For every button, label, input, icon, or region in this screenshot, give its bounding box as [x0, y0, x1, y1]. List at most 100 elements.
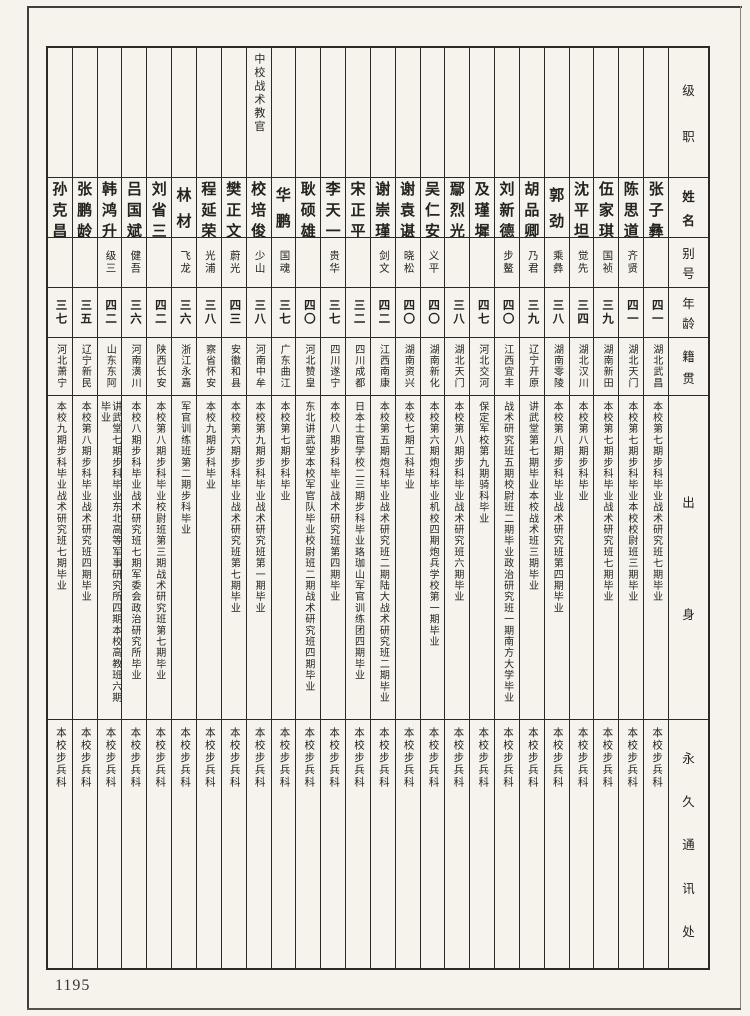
native-place-cell: 河南潢川 [122, 338, 147, 396]
alias-cell: 光浦 [196, 238, 221, 288]
origin-cell: 本校第八期步科毕业战术研究班第四期毕业 [544, 396, 569, 720]
person-column: 华鹏 国魂 三七 广东曲江 本校第七期步科毕业 本校步兵科 [270, 48, 296, 968]
scan-border-bottom [27, 1008, 741, 1010]
rank-cell [196, 48, 221, 178]
address-cell: 本校步兵科 [303, 727, 315, 789]
age-cell: 三二 [346, 288, 370, 338]
native-place-cell: 安徽和县 [221, 338, 246, 396]
native-place-cell: 广东曲江 [271, 338, 296, 396]
age-cell: 三九 [594, 288, 619, 338]
alias-cell [72, 238, 97, 288]
alias-cell [47, 238, 72, 288]
age-cell: 三五 [72, 288, 97, 338]
person-column: 宋正平 三二 四川成都 日本士官学校二三期步科毕业珞珈山军官训练团四期毕业 本校… [345, 48, 370, 968]
alias-cell [644, 238, 668, 288]
age-cell: 四七 [470, 288, 495, 338]
alias-cell: 乘彝 [544, 238, 569, 288]
age-cell: 四〇 [395, 288, 420, 338]
address-cell: 本校步兵科 [452, 727, 464, 789]
alias-cell: 健吾 [122, 238, 147, 288]
rank-cell [370, 48, 395, 178]
native-place-cell: 河北交河 [470, 338, 495, 396]
person-column: 林材 飞龙 三六 浙江永嘉 军官训练班第二期步科毕业 本校步兵科 [171, 48, 196, 968]
address-cell: 本校步兵科 [278, 727, 290, 789]
rank-cell: 中校战术教官 [246, 48, 271, 178]
address-cell: 本校步兵科 [104, 727, 116, 789]
native-place-cell: 四川成都 [346, 338, 370, 396]
name-cell: 及瑾墀 [470, 178, 495, 238]
origin-cell: 本校九期步科毕业 [196, 396, 221, 720]
address-cell: 本校步兵科 [502, 727, 514, 789]
scan-border-top [27, 6, 742, 8]
origin-cell: 本校第七期步科毕业本校校尉班三期毕业 [619, 396, 644, 720]
native-place-cell: 山东东阿 [97, 338, 122, 396]
age-cell: 三四 [569, 288, 594, 338]
rank-cell [495, 48, 519, 178]
address-cell: 本校步兵科 [54, 727, 66, 789]
header-native-place: 籍贯 [669, 338, 708, 396]
native-place-cell: 四川遂宁 [321, 338, 346, 396]
header-age: 年龄 [669, 288, 708, 338]
alias-cell: 义平 [420, 238, 445, 288]
name-cell: 李天一 [321, 178, 346, 238]
address-cell: 本校步兵科 [79, 727, 91, 789]
person-column: 程延荣 光浦 三八 察省怀安 本校九期步科毕业 本校步兵科 [195, 48, 221, 968]
rank-cell [395, 48, 420, 178]
rank-cell [544, 48, 569, 178]
address-cell: 本校步兵科 [526, 727, 538, 789]
scan-border-right [740, 6, 741, 1010]
address-cell: 本校步兵科 [551, 727, 563, 789]
rank-cell [147, 48, 172, 178]
person-column: 刘新德 步鳌 四〇 江西宜丰 战术研究班五期校尉班二期毕业政治研究班一期南方大学… [494, 48, 519, 968]
rank-cell [122, 48, 147, 178]
age-cell: 三七 [271, 288, 296, 338]
origin-cell: 本校九期步科毕业战术研究班七期毕业 [47, 396, 72, 720]
age-cell: 四二 [147, 288, 172, 338]
person-column: 伍家琪 国祯 三九 湖南新田 本校第七期步科毕业战术研究班七期毕业 本校步兵科 [593, 48, 619, 968]
name-cell: 耿硕雄 [296, 178, 321, 238]
rank-cell [296, 48, 321, 178]
header-address: 永久通讯处 [682, 752, 695, 939]
address-cell: 本校步兵科 [402, 727, 414, 789]
rank-cell [644, 48, 668, 178]
origin-cell: 日本士官学校二三期步科毕业珞珈山军官训练团四期毕业 [346, 396, 370, 720]
person-column: 张子彝 四一 湖北武昌 本校第七期步科毕业战术研究班七期毕业 本校步兵科 [643, 48, 668, 968]
origin-cell: 本校第六期步科毕业战术研究班第七期毕业 [221, 396, 246, 720]
native-place-cell: 河北萧宁 [47, 338, 72, 396]
native-place-cell: 江西南康 [370, 338, 395, 396]
address-cell: 本校步兵科 [154, 727, 166, 789]
address-cell: 本校步兵科 [203, 727, 215, 789]
native-place-cell: 浙江永嘉 [172, 338, 196, 396]
person-column: 陈思道 齐贤 四一 湖北天门 本校第七期步科毕业本校校尉班三期毕业 本校步兵科 [618, 48, 644, 968]
rank-cell [172, 48, 196, 178]
rank-cell [445, 48, 470, 178]
age-cell: 三八 [246, 288, 271, 338]
name-cell: 刘省三 [147, 178, 172, 238]
person-column: 耿硕雄 四〇 河北赞皇 东北讲武堂本校军官队毕业校尉班二期战术研究班四期毕业 本… [295, 48, 321, 968]
origin-cell: 本校第七期步科毕业 [271, 396, 296, 720]
person-column: 及瑾墀 四七 河北交河 保定军校第九期骑科毕业 本校步兵科 [469, 48, 495, 968]
rank-cell [519, 48, 544, 178]
age-cell: 四一 [644, 288, 668, 338]
person-column: 谢袁谌 晓松 四〇 湖南资兴 本校七期工科毕业 本校步兵科 [394, 48, 420, 968]
header-alias: 别号 [669, 238, 708, 288]
name-cell: 校培俊 [246, 178, 271, 238]
native-place-cell: 湖北汉川 [569, 338, 594, 396]
person-column: 樊正文 蔚光 四三 安徽和县 本校第六期步科毕业战术研究班第七期毕业 本校步兵科 [220, 48, 246, 968]
name-cell: 张子彝 [644, 178, 668, 238]
origin-cell: 本校第八期步科毕业校尉班第三期战术研究班第七期毕业 [147, 396, 172, 720]
header-column: 级职 姓名 别号 年龄 籍贯 出身 永久通讯处 [668, 48, 708, 968]
native-place-cell: 湖南零陵 [544, 338, 569, 396]
origin-cell: 本校第六期炮科毕业机校四期炮兵学校第一期毕业 [420, 396, 445, 720]
name-cell: 程延荣 [196, 178, 221, 238]
person-column: 胡品卿 乃君 三九 辽宁开原 讲武堂第七期毕业本校战术班三期毕业 本校步兵科 [518, 48, 544, 968]
person-column: 李天一 贵华 三七 四川遂宁 本校八期步科毕业战术研究班第四期毕业 本校步兵科 [320, 48, 346, 968]
origin-cell: 本校第八期步科毕业 [569, 396, 594, 720]
origin-cell: 本校第五期炮科毕业战术研究班二期陆大战术研究班二期毕业 [370, 396, 395, 720]
alias-cell: 级三 [97, 238, 122, 288]
alias-cell: 晓松 [395, 238, 420, 288]
origin-cell: 本校第七期步科毕业战术研究班七期毕业 [594, 396, 619, 720]
name-cell: 吕国斌 [122, 178, 147, 238]
scan-border-left [27, 6, 29, 1010]
alias-cell [445, 238, 470, 288]
